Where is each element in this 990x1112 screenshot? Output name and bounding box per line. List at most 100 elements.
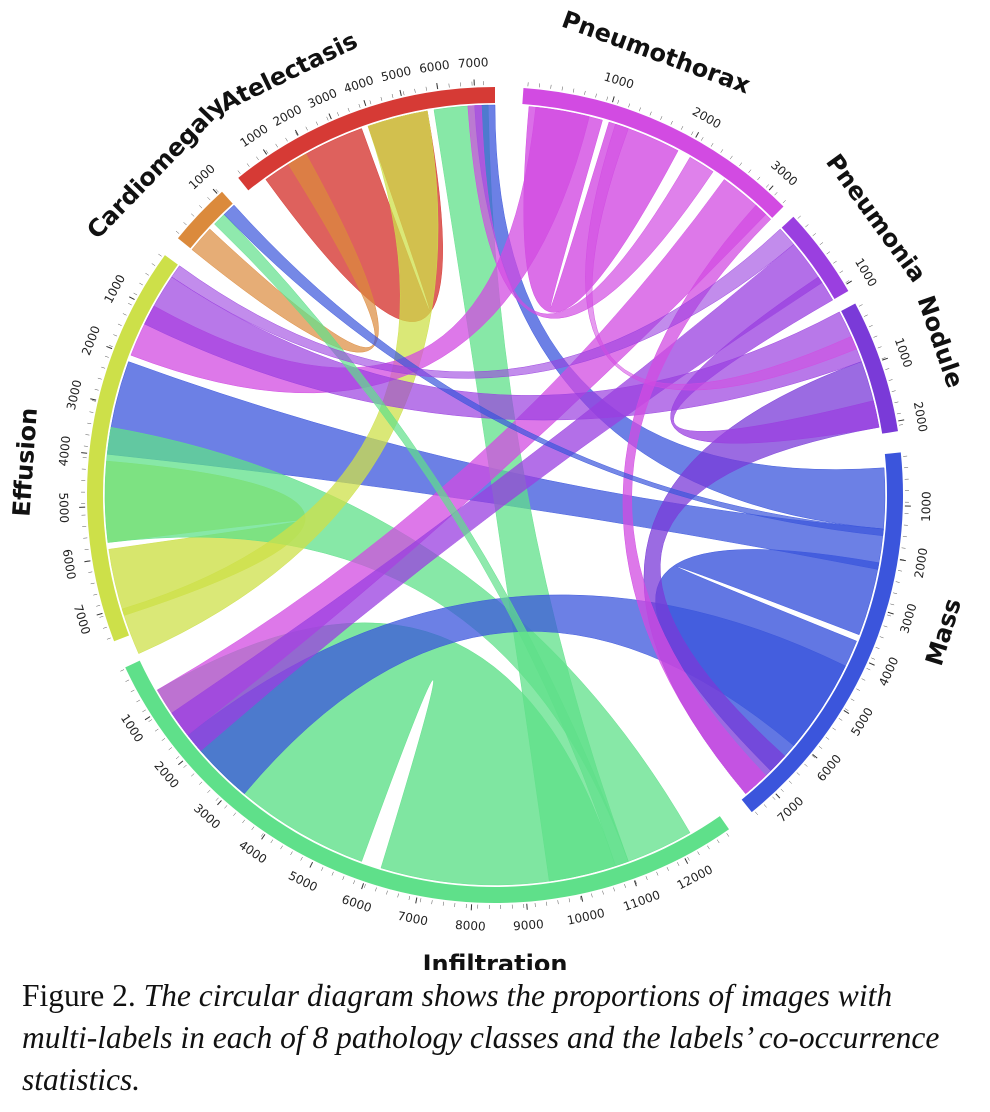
minor-tick	[375, 887, 377, 892]
tick-label: 1000	[186, 161, 218, 192]
tick-mark	[361, 883, 364, 890]
tick-mark	[868, 662, 875, 666]
tick-label: 10000	[566, 906, 606, 928]
minor-tick	[154, 728, 159, 732]
minor-tick	[88, 571, 93, 573]
minor-tick	[99, 616, 104, 618]
minor-tick	[246, 163, 250, 167]
minor-tick	[584, 90, 586, 95]
minor-tick	[645, 876, 648, 881]
minor-tick	[780, 788, 784, 792]
minor-tick	[85, 434, 90, 436]
minor-tick	[326, 116, 329, 121]
minor-tick	[748, 169, 752, 173]
tick-label: 2000	[911, 401, 930, 434]
minor-tick	[280, 845, 283, 850]
minor-tick	[624, 883, 626, 888]
minor-tick	[337, 112, 339, 117]
minor-tick	[125, 679, 130, 682]
minor-tick	[380, 96, 383, 101]
tick-mark	[812, 753, 818, 759]
tick-label: 3000	[64, 378, 85, 411]
tick-label: 3000	[306, 86, 340, 111]
minor-tick	[811, 755, 816, 758]
chord-ribbon-cardiomegaly-mass	[223, 204, 884, 537]
tick-mark	[144, 716, 151, 721]
minor-tick	[805, 224, 809, 228]
minor-tick	[888, 379, 893, 381]
tick-label: 4000	[876, 655, 901, 689]
minor-tick	[158, 253, 162, 257]
arc-effusion	[87, 255, 178, 642]
minor-tick	[260, 833, 264, 837]
minor-tick	[832, 727, 836, 731]
tick-mark	[843, 710, 850, 715]
minor-tick	[431, 900, 433, 905]
minor-tick	[270, 839, 274, 844]
minor-tick	[242, 819, 246, 824]
minor-tick	[442, 901, 444, 906]
tick-mark	[695, 132, 700, 138]
minor-tick	[425, 86, 427, 91]
minor-tick	[656, 871, 659, 876]
minor-tick	[804, 763, 808, 767]
minor-tick	[420, 898, 422, 903]
minor-tick	[871, 657, 876, 660]
minor-tick	[414, 88, 416, 93]
minor-tick	[233, 812, 237, 816]
tick-mark	[768, 185, 774, 191]
minor-tick	[133, 292, 138, 296]
tick-label: 1000	[101, 272, 128, 306]
minor-tick	[757, 176, 761, 181]
minor-tick	[579, 895, 582, 901]
minor-tick	[331, 871, 334, 876]
tick-mark	[328, 113, 332, 120]
minor-tick	[437, 84, 439, 90]
group-label-nodule: Nodule	[912, 292, 970, 391]
minor-tick	[861, 678, 866, 681]
minor-tick	[844, 708, 849, 711]
minor-tick	[86, 560, 91, 562]
minor-tick	[897, 570, 902, 572]
tick-label: 7000	[71, 603, 93, 636]
minor-tick	[386, 890, 388, 895]
minor-tick	[87, 422, 92, 425]
tick-label: 4000	[56, 435, 73, 467]
minor-tick	[729, 155, 733, 160]
tick-mark	[612, 96, 615, 103]
tick-mark	[846, 280, 852, 285]
minor-tick	[901, 547, 906, 549]
minor-tick	[397, 893, 399, 898]
tick-mark	[178, 760, 184, 766]
minor-tick	[812, 233, 816, 237]
tick-label: 11000	[621, 888, 662, 914]
minor-tick	[122, 313, 127, 316]
group-label-effusion: Effusion	[7, 407, 43, 518]
minor-tick	[866, 668, 871, 671]
minor-tick	[557, 900, 559, 905]
minor-tick	[120, 669, 125, 672]
minor-tick	[833, 260, 837, 264]
minor-tick	[104, 355, 109, 358]
minor-tick	[613, 887, 615, 892]
minor-tick	[199, 781, 203, 785]
minor-tick	[687, 856, 690, 861]
minor-tick	[716, 839, 720, 844]
minor-tick	[899, 558, 904, 561]
minor-tick	[561, 86, 563, 91]
minor-tick	[628, 103, 631, 108]
tick-label: 1000	[238, 121, 271, 150]
tick-mark	[261, 834, 266, 840]
minor-tick	[572, 88, 575, 93]
minor-tick	[887, 614, 891, 617]
tick-mark	[775, 793, 781, 799]
minor-tick	[720, 149, 724, 153]
minor-tick	[893, 592, 898, 594]
minor-tick	[215, 797, 219, 801]
tick-label: 1000	[602, 70, 635, 92]
chord-ribbons	[104, 104, 886, 886]
minor-tick	[591, 893, 593, 898]
minor-tick	[677, 862, 680, 866]
tick-mark	[633, 880, 637, 887]
minor-tick	[305, 126, 308, 131]
